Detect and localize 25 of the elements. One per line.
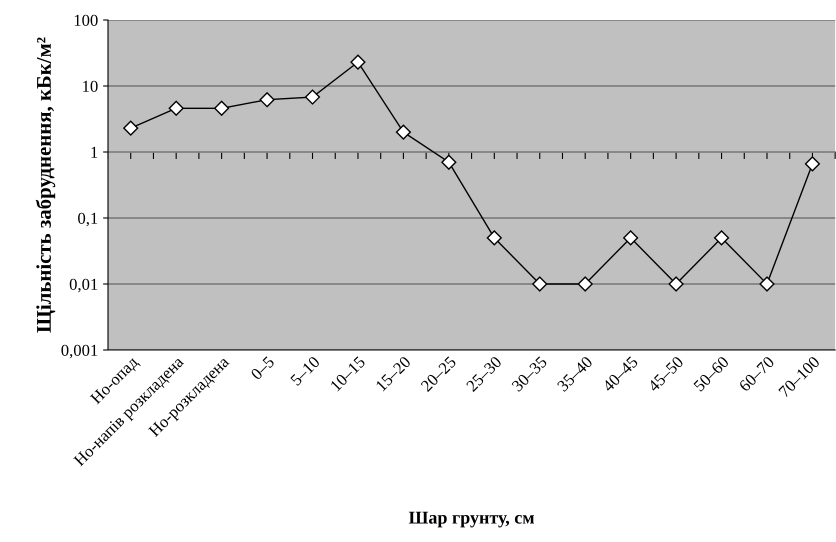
point	[578, 276, 593, 292]
point	[759, 276, 775, 292]
point	[168, 100, 184, 116]
y-tick-label: 10	[83, 80, 98, 92]
y-tick-label: 100	[74, 14, 98, 26]
point	[259, 92, 275, 108]
point	[486, 230, 502, 246]
point	[441, 154, 456, 170]
y-tick-label: 0,01	[70, 278, 98, 292]
point	[350, 54, 366, 70]
y-tick-label: 0,1	[78, 212, 98, 226]
y-axis-title: Щільність забруднення, кБк/м²	[36, 38, 56, 333]
x-axis-title: Шар грунту, см	[408, 512, 534, 528]
point	[804, 156, 820, 172]
x-tick-label: 0–5	[250, 356, 275, 380]
point	[668, 276, 684, 292]
point	[396, 124, 411, 140]
point	[123, 120, 138, 136]
point	[623, 230, 638, 246]
y-tick-label: 0,001	[61, 344, 98, 358]
point	[214, 100, 230, 116]
y-tick-label: 1	[91, 146, 98, 158]
point	[532, 276, 548, 292]
point	[714, 230, 730, 246]
point	[304, 89, 320, 105]
